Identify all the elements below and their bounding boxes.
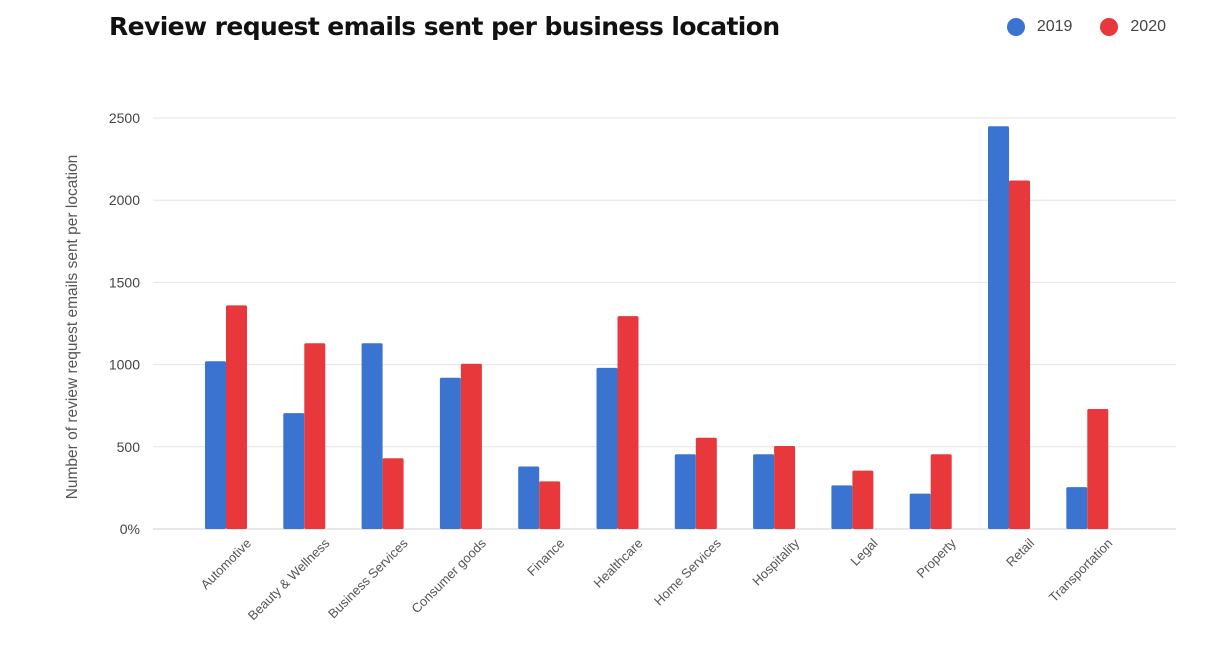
bar-2019-legal: [831, 485, 853, 529]
x-tick-label-automotive: Automotive: [198, 536, 255, 593]
legend-item-2020: 2020: [1100, 18, 1166, 36]
bar-2019-finance: [518, 466, 540, 529]
x-tick-label-property: Property: [913, 535, 959, 581]
bar-2019-business-services: [361, 343, 383, 529]
bar-2019-retail: [988, 126, 1009, 529]
y-tick-label-500: 500: [117, 439, 141, 455]
bar-2020-healthcare: [617, 316, 639, 529]
bar-2020-finance: [539, 481, 561, 529]
y-tick-label-2000: 2000: [109, 192, 140, 208]
y-tick-label-1500: 1500: [109, 274, 140, 290]
legend-item-2019: 2019: [1006, 18, 1073, 36]
x-tick-label-home-services: Home Services: [651, 535, 724, 608]
bar-2019-transportation: [1066, 487, 1088, 529]
bar-2020-hospitality: [774, 445, 796, 529]
bar-2020-business-services: [382, 458, 404, 529]
x-tick-label-consumer-goods: Consumer goods: [408, 535, 489, 616]
x-tick-label-retail: Retail: [1003, 535, 1037, 569]
bar-2020-retail: [1009, 180, 1030, 530]
x-tick-label-beauty-wellness: Beauty & Wellness: [245, 535, 333, 623]
bar-2020-transportation: [1087, 408, 1109, 529]
bar-2020-automotive: [226, 305, 247, 529]
legend-label-2019: 2019: [1036, 18, 1073, 35]
x-tick-label-business-services: Business Services: [325, 535, 411, 621]
bar-2019-hospitality: [753, 454, 775, 529]
y-axis-ticks: 0% 500 1000 1500 2000 2500: [109, 110, 140, 537]
x-tick-label-legal: Legal: [847, 535, 880, 568]
bar-2020-legal: [852, 470, 874, 529]
bar-2019-healthcare: [596, 367, 618, 529]
y-tick-label-2500: 2500: [109, 110, 140, 126]
legend: 2019 2020: [979, 18, 1166, 36]
bar-2019-property: [909, 493, 931, 529]
bar-2019-consumer-goods: [439, 377, 461, 529]
y-tick-label-1000: 1000: [109, 357, 140, 373]
x-tick-label-healthcare: Healthcare: [591, 536, 646, 591]
bar-2019-home-services: [674, 454, 696, 529]
legend-swatch-2019: [1006, 18, 1025, 36]
bar-2020-home-services: [695, 437, 717, 529]
bar-2020-consumer-goods: [460, 363, 482, 529]
bar-2020-property: [930, 454, 952, 529]
legend-swatch-2020: [1100, 18, 1119, 36]
y-tick-label-0: 0%: [120, 521, 140, 537]
bar-2020-beauty-wellness: [304, 343, 326, 529]
bar-2019-automotive: [205, 361, 226, 529]
bar-2019-beauty-wellness: [283, 413, 305, 529]
bars: [205, 126, 1109, 530]
x-tick-label-hospitality: Hospitality: [749, 535, 802, 588]
chart-title: Review request emails sent per business …: [109, 12, 780, 41]
x-tick-label-transportation: Transportation: [1046, 536, 1116, 606]
legend-label-2020: 2020: [1130, 18, 1166, 35]
x-tick-label-finance: Finance: [524, 536, 567, 579]
y-axis-title: Number of review request emails sent per…: [64, 155, 81, 500]
